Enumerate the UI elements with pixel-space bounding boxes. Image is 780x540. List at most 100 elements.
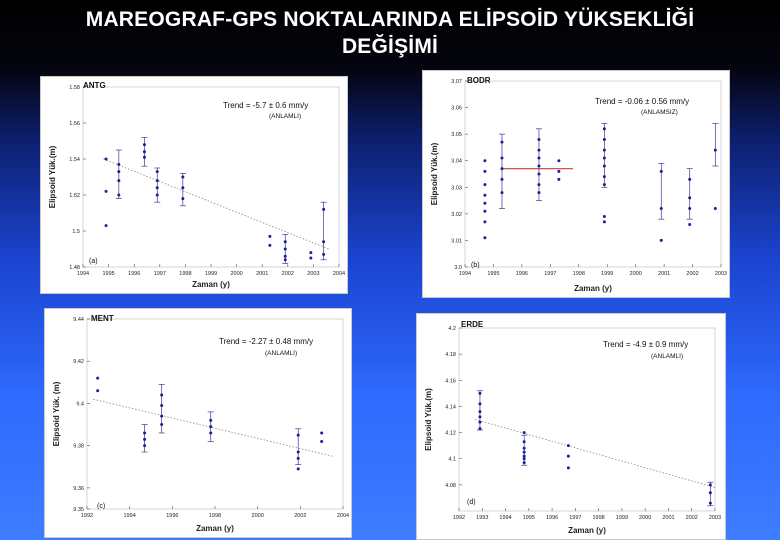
x-tick-label: 1996 [546, 515, 558, 521]
y-tick-label: 3.0 [454, 265, 462, 271]
data-point [142, 155, 146, 159]
y-tick-label: 9.38 [73, 444, 84, 450]
station-name: MENT [91, 314, 114, 323]
data-point [322, 252, 326, 256]
data-point [117, 162, 121, 166]
data-point [320, 431, 324, 435]
data-point [522, 457, 526, 461]
y-tick-label: 4.18 [445, 352, 456, 358]
data-point [478, 420, 482, 424]
x-tick-label: 2004 [337, 513, 349, 519]
data-point [557, 177, 561, 181]
x-tick-label: 2002 [686, 271, 698, 277]
trend-annotation: Trend = -0.06 ± 0.56 mm/y [595, 97, 689, 106]
y-axis-label: Elipsoid Yük.(m) [430, 142, 439, 205]
y-tick-label: 1.48 [69, 265, 80, 271]
trend-annotation: Trend = -2.27 ± 0.48 mm/y [219, 337, 313, 346]
y-tick-label: 9.35 [73, 507, 84, 513]
y-tick-label: 1.56 [69, 121, 80, 127]
x-axis-label: Zaman (y) [568, 526, 606, 535]
page-title-line1: MAREOGRAF-GPS NOKTALARINDA ELİPSOİD YÜKS… [85, 8, 695, 31]
x-tick-label: 1995 [102, 271, 114, 277]
station-name: ERDE [461, 320, 484, 329]
station-name: ANTG [83, 81, 106, 90]
data-point [602, 127, 606, 131]
data-point [537, 137, 541, 141]
y-tick-label: 1.54 [69, 157, 80, 163]
x-tick-label: 1994 [459, 271, 471, 277]
station-name: BODR [467, 76, 491, 85]
data-point [283, 247, 287, 251]
data-point [602, 215, 606, 219]
x-tick-label: 1995 [523, 515, 535, 521]
data-point [708, 501, 712, 505]
data-point [537, 156, 541, 160]
x-tick-label: 1996 [516, 271, 528, 277]
x-tick-label: 1997 [569, 515, 581, 521]
trend-annotation: Trend = -4.9 ± 0.9 mm/y [603, 340, 688, 349]
data-point [160, 393, 164, 397]
x-tick-label: 2003 [715, 271, 727, 277]
data-point [117, 170, 121, 174]
x-tick-label: 1998 [593, 515, 605, 521]
data-point [483, 201, 487, 205]
y-tick-label: 4.16 [445, 378, 456, 384]
x-tick-label: 2003 [307, 271, 319, 277]
data-point [104, 157, 108, 161]
data-point [522, 440, 526, 444]
data-point [96, 389, 100, 393]
data-point [268, 234, 272, 238]
data-point [142, 150, 146, 154]
data-point [483, 169, 487, 173]
data-point [160, 404, 164, 408]
data-point [322, 207, 326, 211]
data-point [522, 446, 526, 450]
x-tick-label: 2000 [630, 271, 642, 277]
data-point [296, 467, 300, 471]
data-point [181, 175, 185, 179]
x-tick-label: 2002 [282, 271, 294, 277]
data-point [155, 170, 159, 174]
x-tick-label: 2004 [333, 271, 345, 277]
data-point [659, 207, 663, 211]
y-axis-label: Elipsoid Yük. (m) [52, 381, 61, 446]
y-tick-label: 4.1 [448, 457, 456, 463]
data-point [659, 169, 663, 173]
data-point [478, 410, 482, 414]
x-tick-label: 1998 [573, 271, 585, 277]
x-tick-label: 1992 [453, 515, 465, 521]
x-tick-label: 2000 [252, 513, 264, 519]
data-point [483, 183, 487, 187]
data-point [566, 444, 570, 448]
panel-label: (d) [467, 499, 476, 506]
data-point [309, 251, 313, 255]
x-tick-label: 1994 [499, 515, 511, 521]
data-point [659, 238, 663, 242]
x-tick-label: 1997 [544, 271, 556, 277]
data-point [500, 156, 504, 160]
data-point [522, 450, 526, 454]
x-tick-label: 1999 [205, 271, 217, 277]
data-point [602, 175, 606, 179]
y-tick-label: 1.5 [72, 229, 80, 235]
data-point [209, 425, 213, 429]
y-tick-label: 9.44 [73, 317, 84, 323]
data-point [181, 186, 185, 190]
x-tick-label: 2003 [709, 515, 721, 521]
data-point [483, 236, 487, 240]
data-point [713, 148, 717, 152]
y-tick-label: 3.04 [451, 159, 462, 165]
x-tick-label: 2000 [230, 271, 242, 277]
x-tick-label: 1994 [124, 513, 136, 519]
data-point [557, 169, 561, 173]
data-point [483, 159, 487, 163]
data-point [566, 454, 570, 458]
data-point [708, 483, 712, 487]
y-tick-label: 3.05 [451, 132, 462, 138]
x-tick-label: 1997 [154, 271, 166, 277]
data-point [500, 177, 504, 181]
panel-label: (a) [89, 258, 98, 265]
data-point [566, 466, 570, 470]
data-point [322, 240, 326, 244]
chart-panel-antg: 1.48 1.5 1.52 1.54 1.56 1.58 1994 1995 1996 1997 1… [40, 76, 348, 294]
